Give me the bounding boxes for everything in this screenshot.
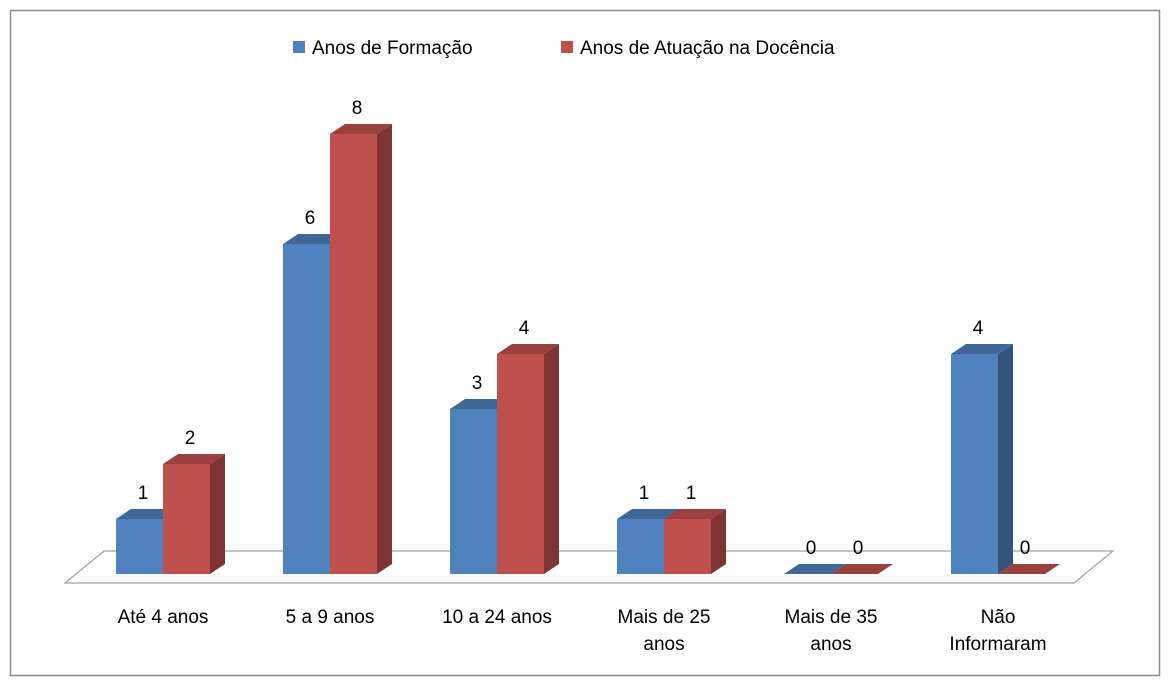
x-tick-label: Mais de 35 anos (784, 607, 878, 655)
bar-top (664, 509, 726, 519)
bar-front (163, 464, 210, 574)
bar-front (664, 519, 711, 574)
bar (497, 344, 559, 574)
x-tick-label: 10 a 24 anos (442, 607, 552, 628)
value-label: 0 (806, 538, 817, 559)
bar-top (450, 399, 512, 409)
bar-front (450, 409, 497, 574)
bar-top (617, 509, 679, 519)
bar-side (210, 454, 225, 574)
value-label: 0 (1020, 538, 1031, 559)
bar-top (784, 564, 846, 574)
value-label: 1 (138, 483, 149, 504)
bar-side (711, 509, 726, 574)
bar-front (951, 354, 998, 574)
value-label: 6 (305, 208, 316, 229)
bar (664, 509, 726, 574)
legend-swatch (293, 41, 305, 53)
bar (831, 564, 893, 574)
bar-top (283, 234, 345, 244)
bar-side (998, 344, 1013, 574)
bar-top (330, 124, 392, 134)
x-tick-label: Não Informaram (949, 607, 1047, 655)
value-label: 2 (185, 428, 196, 449)
x-tick-label: Mais de 25 anos (617, 607, 711, 655)
value-label: 4 (973, 318, 984, 339)
bar-front (497, 354, 544, 574)
bar-front (283, 244, 330, 574)
value-label: 3 (472, 373, 483, 394)
bar-top (831, 564, 893, 574)
bar-top (163, 454, 225, 464)
bar-side (377, 124, 392, 574)
value-label: 8 (352, 98, 363, 119)
bar-front (116, 519, 163, 574)
bar-top (497, 344, 559, 354)
value-label: 4 (519, 318, 530, 339)
x-tick-label: 5 a 9 anos (285, 607, 375, 628)
bar-top (951, 344, 1013, 354)
bar-side (544, 344, 559, 574)
x-tick-label: Até 4 anos (117, 607, 209, 628)
legend-swatch (561, 41, 573, 53)
bar-top (998, 564, 1060, 574)
bar (998, 564, 1060, 574)
bar-front (330, 134, 377, 574)
bar (784, 564, 846, 574)
bar (951, 344, 1013, 574)
bar-top (116, 509, 178, 519)
value-label: 0 (853, 538, 864, 559)
bar-front (617, 519, 664, 574)
value-label: 1 (686, 483, 697, 504)
legend-label: Anos de Formação (312, 38, 473, 59)
bar (330, 124, 392, 574)
bar (163, 454, 225, 574)
value-label: 1 (639, 483, 650, 504)
legend-label: Anos de Atuação na Docência (580, 38, 835, 59)
